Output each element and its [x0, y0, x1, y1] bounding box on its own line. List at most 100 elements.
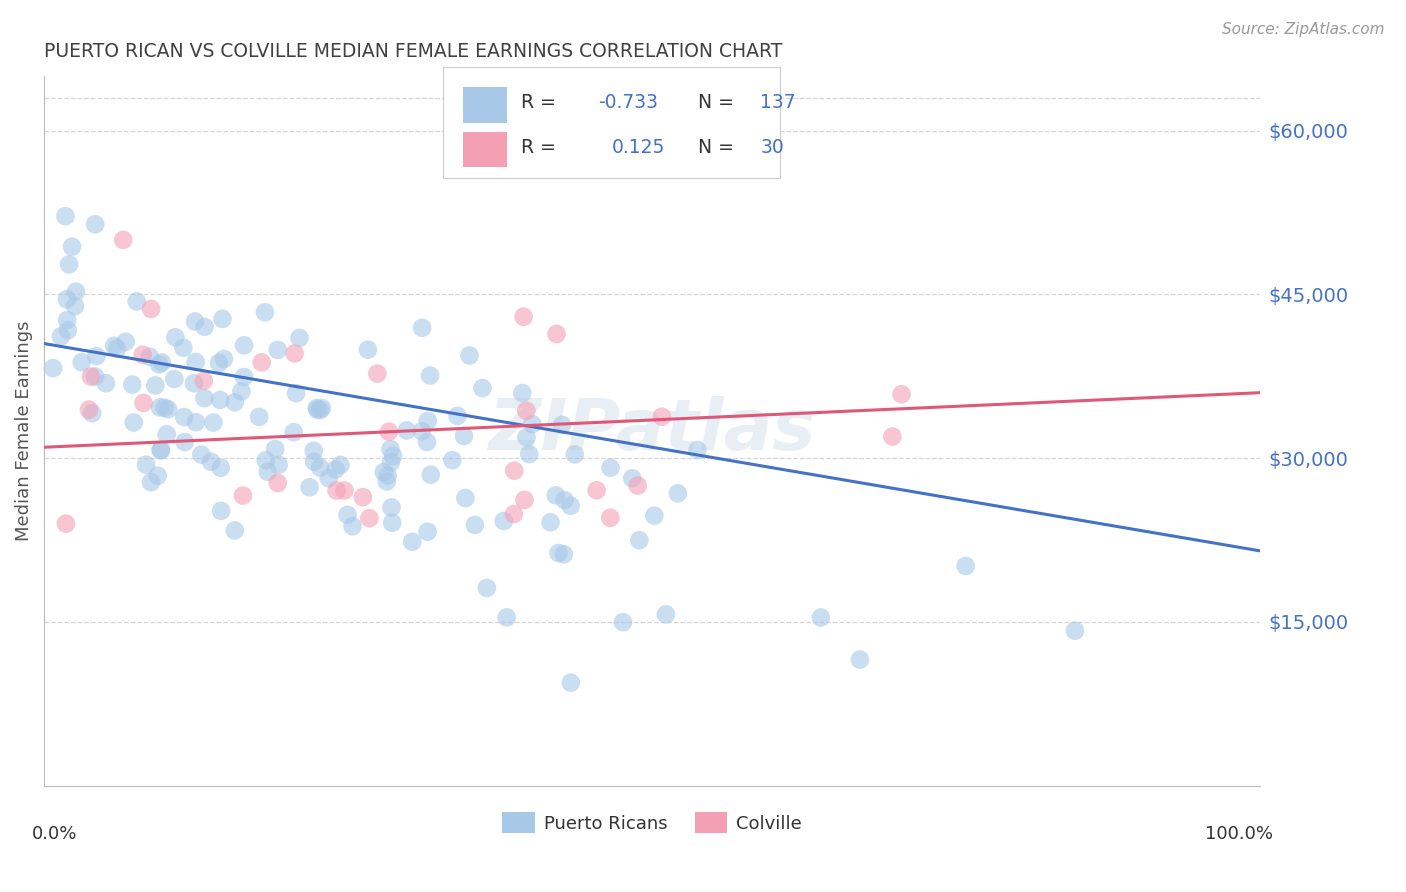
- Point: [325, 462, 347, 476]
- Point: [264, 442, 287, 456]
- Point: [411, 424, 433, 438]
- Point: [232, 489, 254, 503]
- Point: [94, 376, 117, 391]
- Point: [551, 417, 574, 432]
- Text: -0.733: -0.733: [598, 93, 658, 112]
- Point: [112, 233, 135, 247]
- Point: [890, 387, 912, 401]
- Point: [419, 467, 441, 482]
- Point: [302, 443, 325, 458]
- Text: 137: 137: [761, 93, 796, 112]
- Point: [357, 343, 380, 357]
- Point: [395, 424, 418, 438]
- Point: [56, 292, 79, 306]
- Point: [149, 443, 172, 458]
- Point: [122, 416, 145, 430]
- Point: [503, 507, 526, 521]
- Point: [510, 386, 533, 401]
- Point: [309, 460, 332, 475]
- Point: [156, 427, 179, 442]
- Point: [380, 442, 402, 457]
- Text: ZIPatlas: ZIPatlas: [488, 396, 815, 466]
- Point: [200, 455, 222, 469]
- Point: [325, 483, 347, 498]
- Point: [513, 492, 536, 507]
- Point: [585, 483, 607, 498]
- Point: [193, 374, 215, 388]
- Point: [612, 615, 634, 630]
- Point: [416, 524, 439, 539]
- Point: [172, 341, 194, 355]
- Point: [810, 610, 832, 624]
- Point: [103, 339, 125, 353]
- Point: [233, 370, 256, 384]
- Text: N =: N =: [686, 93, 740, 112]
- Point: [366, 367, 388, 381]
- Point: [82, 406, 104, 420]
- Point: [224, 524, 246, 538]
- Point: [547, 546, 569, 560]
- Point: [419, 368, 441, 383]
- Point: [553, 493, 575, 508]
- Point: [42, 361, 65, 376]
- Point: [446, 409, 468, 423]
- Point: [307, 402, 329, 417]
- Point: [441, 453, 464, 467]
- Point: [401, 534, 423, 549]
- Point: [86, 349, 108, 363]
- Point: [288, 331, 311, 345]
- Point: [380, 500, 402, 515]
- Point: [139, 301, 162, 316]
- Point: [564, 447, 586, 461]
- Point: [305, 401, 328, 415]
- FancyBboxPatch shape: [463, 131, 508, 168]
- Point: [194, 319, 217, 334]
- Point: [628, 533, 651, 548]
- Point: [416, 435, 439, 450]
- Point: [105, 342, 128, 356]
- Point: [149, 401, 172, 415]
- Point: [454, 491, 477, 505]
- Point: [471, 381, 494, 395]
- Point: [882, 429, 904, 443]
- Point: [84, 369, 107, 384]
- Point: [58, 257, 80, 271]
- Point: [163, 372, 186, 386]
- Point: [283, 425, 305, 440]
- Point: [284, 346, 307, 360]
- Text: R =: R =: [520, 137, 561, 157]
- Point: [311, 401, 333, 415]
- Point: [256, 465, 278, 479]
- Point: [84, 217, 107, 231]
- Point: [517, 447, 540, 461]
- Point: [495, 610, 517, 624]
- Point: [540, 516, 562, 530]
- Point: [651, 409, 673, 424]
- Point: [157, 402, 180, 417]
- Point: [849, 652, 872, 666]
- Point: [184, 314, 207, 328]
- Point: [165, 330, 187, 344]
- Point: [686, 443, 709, 458]
- Point: [475, 581, 498, 595]
- FancyBboxPatch shape: [463, 87, 508, 122]
- Point: [77, 402, 100, 417]
- Point: [599, 510, 621, 524]
- Point: [302, 454, 325, 468]
- Point: [453, 429, 475, 443]
- Point: [285, 386, 308, 401]
- Point: [318, 471, 340, 485]
- Text: 100.0%: 100.0%: [1205, 824, 1272, 843]
- Point: [233, 338, 256, 352]
- Point: [501, 151, 523, 165]
- Point: [375, 475, 398, 489]
- Text: 30: 30: [761, 137, 783, 157]
- Point: [378, 425, 401, 439]
- Point: [336, 508, 359, 522]
- Point: [184, 415, 207, 429]
- Point: [211, 312, 233, 326]
- Point: [55, 516, 77, 531]
- Point: [298, 480, 321, 494]
- Point: [544, 488, 567, 502]
- Point: [132, 396, 155, 410]
